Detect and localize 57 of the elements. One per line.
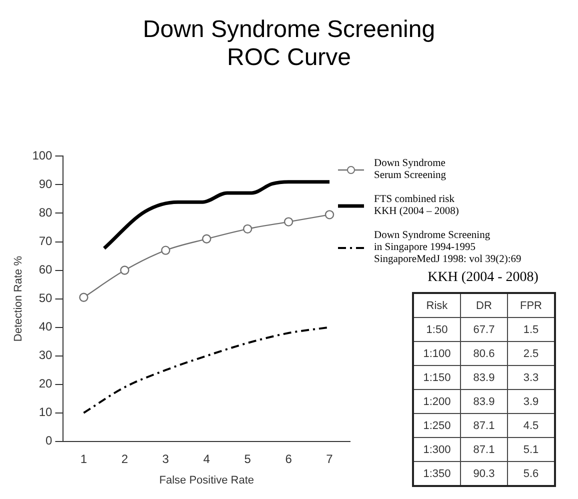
text: 5.1: [508, 438, 555, 462]
line-series: [102, 180, 332, 250]
text: 80.6: [460, 342, 508, 366]
text: 87.1: [460, 438, 508, 462]
x-tick-label: 3: [162, 452, 170, 466]
legend-label: FTS combined risk KKH (2004 – 2008): [374, 194, 459, 218]
y-tick-label: 70: [38, 234, 53, 248]
point: [161, 246, 170, 255]
text: 4.5: [508, 414, 555, 438]
y-axis-title: Detection Rate %: [12, 256, 25, 342]
text: 1:250: [413, 414, 460, 438]
x-tick-label: 4: [203, 452, 210, 466]
point: [284, 217, 294, 226]
y-tick-label: 40: [38, 320, 53, 334]
point: [324, 210, 334, 220]
y-tick-label: 20: [38, 376, 53, 391]
point: [242, 224, 252, 234]
legend-label: Down Syndrome Serum Screening: [374, 158, 446, 182]
y-tick-label: 80: [38, 206, 53, 220]
text: 3.3: [508, 366, 555, 390]
text: Risk: [413, 293, 460, 318]
y-tick-label: 30: [38, 348, 53, 362]
chart-title: Down Syndrome Screening ROC Curve: [142, 16, 436, 72]
text: 1:150: [413, 366, 460, 390]
text: 3.9: [508, 390, 555, 414]
y-tick-label: 90: [38, 177, 53, 192]
x-tick-label: 6: [285, 452, 292, 466]
y-tick-label: 100: [32, 148, 53, 163]
x-tick-label: 7: [326, 452, 334, 466]
text: 1:100: [413, 342, 460, 366]
y-tick-label: 10: [38, 405, 53, 420]
text: 83.9: [460, 390, 508, 414]
text: 90.3: [460, 462, 508, 486]
x-axis-title: False Positive Rate: [159, 474, 254, 486]
x-tick-label: 5: [244, 452, 252, 466]
text: 1:50: [413, 318, 460, 342]
point: [120, 266, 130, 275]
text: 67.7: [460, 318, 508, 342]
text: DR: [460, 293, 508, 318]
point: [79, 292, 88, 302]
y-tick-label: 60: [38, 262, 53, 277]
legend-label: Down Syndrome Screening in Singapore 1994-1995 SingaporeMedJ 1998: vol 39(2):69: [374, 230, 522, 266]
x-tick-label: 2: [121, 452, 128, 466]
y-tick-label: 50: [38, 291, 53, 306]
text: 1:350: [413, 462, 460, 486]
x-tick-label: 1: [80, 452, 88, 466]
text: 5.6: [508, 462, 555, 486]
text: 1:200: [413, 390, 460, 414]
text: 87.1: [460, 414, 508, 438]
point: [202, 234, 212, 244]
text: 2.5: [508, 342, 555, 366]
text: 1:300: [413, 438, 460, 462]
y-tick-label: 0: [46, 434, 53, 448]
text: KKH (2004 - 2008): [426, 270, 540, 286]
text: 1.5: [508, 318, 555, 342]
text: 83.9: [460, 366, 508, 390]
text: FPR: [508, 293, 555, 318]
